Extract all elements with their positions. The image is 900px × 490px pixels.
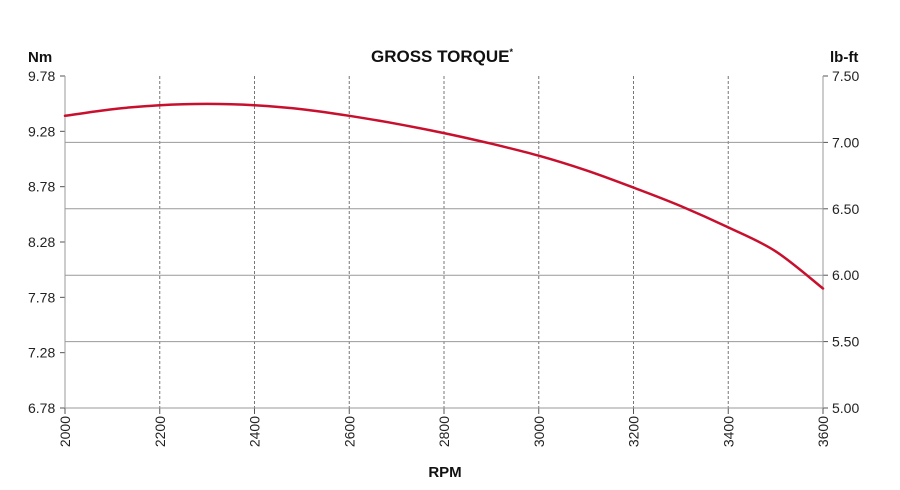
y-right-tick-label: 7.00 xyxy=(832,134,859,150)
y-left-tick-label: 7.78 xyxy=(28,289,55,305)
y-left-unit: Nm xyxy=(28,49,52,66)
grid xyxy=(65,76,823,408)
chart-title-text: GROSS TORQUE xyxy=(371,47,510,66)
y-left-tick-label: 9.28 xyxy=(28,123,55,139)
y-right-tick-label: 7.50 xyxy=(832,68,859,84)
x-tick-label: 3600 xyxy=(815,416,831,447)
y-right-unit: lb-ft xyxy=(830,49,858,66)
torque-series-line xyxy=(63,102,825,290)
x-tick-label: 2800 xyxy=(436,416,452,447)
x-tick-label: 2600 xyxy=(341,416,357,447)
x-tick-label: 3000 xyxy=(531,416,547,447)
x-axis-label: RPM xyxy=(428,464,461,481)
y-right-tick-label: 6.50 xyxy=(832,201,859,217)
y-left-tick-label: 8.28 xyxy=(28,234,55,250)
x-tick-label: 2400 xyxy=(247,416,263,447)
axes xyxy=(60,75,828,414)
chart-title-marker: * xyxy=(510,47,514,57)
y-right-tick-label: 5.00 xyxy=(832,400,859,416)
y-left-tick-label: 6.78 xyxy=(28,400,55,416)
y-left-tick-label: 9.78 xyxy=(28,68,55,84)
x-tick-label: 3200 xyxy=(626,416,642,447)
tick-labels: 2000 2200 2400 2600 2800 3000 3200 3400 3600 6.78… xyxy=(28,68,859,447)
y-left-tick-label: 8.78 xyxy=(28,179,55,195)
chart-title: GROSS TORQUE* xyxy=(371,47,514,66)
series-layer xyxy=(63,102,825,290)
x-tick-label: 2000 xyxy=(57,416,73,447)
x-tick-label: 3400 xyxy=(720,416,736,447)
x-tick-label: 2200 xyxy=(152,416,168,447)
y-right-tick-label: 6.00 xyxy=(832,267,859,283)
y-left-tick-label: 7.28 xyxy=(28,345,55,361)
y-right-tick-label: 5.50 xyxy=(832,334,859,350)
